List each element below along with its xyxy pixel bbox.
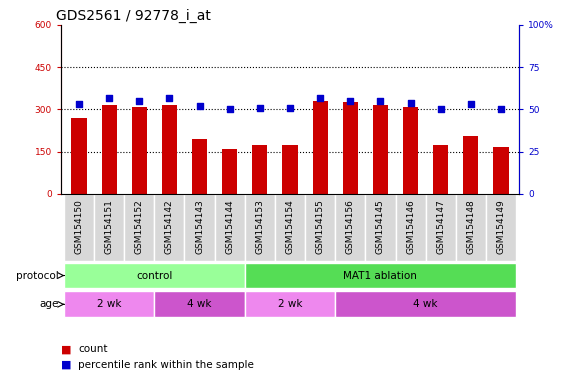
- Point: [165, 94, 174, 101]
- FancyBboxPatch shape: [215, 194, 245, 261]
- FancyBboxPatch shape: [154, 291, 245, 317]
- Text: GSM154155: GSM154155: [316, 199, 325, 254]
- Bar: [373, 105, 388, 194]
- Bar: [102, 105, 117, 194]
- Point: [225, 106, 234, 113]
- Text: ■: ■: [61, 344, 71, 354]
- Text: 2 wk: 2 wk: [97, 299, 121, 310]
- FancyBboxPatch shape: [305, 194, 335, 261]
- Text: GSM154146: GSM154146: [406, 199, 415, 254]
- Text: GSM154142: GSM154142: [165, 199, 174, 254]
- Text: GSM154156: GSM154156: [346, 199, 355, 254]
- Bar: [343, 103, 358, 194]
- Point: [316, 94, 325, 101]
- FancyBboxPatch shape: [184, 194, 215, 261]
- Text: GSM154152: GSM154152: [135, 199, 144, 254]
- Text: percentile rank within the sample: percentile rank within the sample: [78, 360, 254, 370]
- Bar: [252, 145, 267, 194]
- FancyBboxPatch shape: [154, 194, 184, 261]
- Bar: [433, 145, 448, 194]
- FancyBboxPatch shape: [64, 291, 154, 317]
- Point: [406, 99, 415, 106]
- Bar: [162, 105, 177, 194]
- Bar: [282, 145, 298, 194]
- FancyBboxPatch shape: [426, 194, 456, 261]
- FancyBboxPatch shape: [94, 194, 124, 261]
- FancyBboxPatch shape: [335, 194, 365, 261]
- Bar: [403, 107, 418, 194]
- Text: GSM154143: GSM154143: [195, 199, 204, 254]
- Point: [346, 98, 355, 104]
- Bar: [192, 139, 207, 194]
- Point: [466, 101, 476, 108]
- Point: [285, 105, 295, 111]
- FancyBboxPatch shape: [64, 194, 94, 261]
- Text: 4 wk: 4 wk: [414, 299, 438, 310]
- Bar: [132, 107, 147, 194]
- Text: control: control: [136, 270, 172, 281]
- FancyBboxPatch shape: [245, 291, 335, 317]
- Bar: [222, 149, 237, 194]
- Text: 2 wk: 2 wk: [278, 299, 302, 310]
- FancyBboxPatch shape: [124, 194, 154, 261]
- Point: [436, 106, 445, 113]
- Point: [104, 94, 114, 101]
- Text: GSM154148: GSM154148: [466, 199, 476, 254]
- Text: GSM154153: GSM154153: [255, 199, 264, 254]
- Point: [74, 101, 84, 108]
- Text: ■: ■: [61, 360, 71, 370]
- FancyBboxPatch shape: [64, 263, 245, 288]
- Text: MAT1 ablation: MAT1 ablation: [343, 270, 418, 281]
- Text: GSM154147: GSM154147: [436, 199, 445, 254]
- Text: count: count: [78, 344, 108, 354]
- Text: 4 wk: 4 wk: [187, 299, 212, 310]
- Point: [255, 105, 264, 111]
- FancyBboxPatch shape: [396, 194, 426, 261]
- Text: GSM154144: GSM154144: [225, 199, 234, 254]
- FancyBboxPatch shape: [335, 291, 516, 317]
- FancyBboxPatch shape: [245, 194, 275, 261]
- Bar: [71, 118, 86, 194]
- Bar: [463, 136, 478, 194]
- FancyBboxPatch shape: [456, 194, 486, 261]
- Point: [376, 98, 385, 104]
- Bar: [313, 101, 328, 194]
- Text: GDS2561 / 92778_i_at: GDS2561 / 92778_i_at: [56, 8, 211, 23]
- Point: [195, 103, 204, 109]
- Text: GSM154145: GSM154145: [376, 199, 385, 254]
- Bar: [494, 147, 509, 194]
- FancyBboxPatch shape: [365, 194, 396, 261]
- Text: GSM154154: GSM154154: [285, 199, 295, 254]
- FancyBboxPatch shape: [245, 263, 516, 288]
- FancyBboxPatch shape: [486, 194, 516, 261]
- FancyBboxPatch shape: [275, 194, 305, 261]
- Text: age: age: [39, 299, 59, 310]
- Point: [135, 98, 144, 104]
- Text: GSM154150: GSM154150: [74, 199, 84, 254]
- Text: protocol: protocol: [16, 270, 59, 281]
- Text: GSM154149: GSM154149: [496, 199, 506, 254]
- Text: GSM154151: GSM154151: [104, 199, 114, 254]
- Point: [496, 106, 506, 113]
